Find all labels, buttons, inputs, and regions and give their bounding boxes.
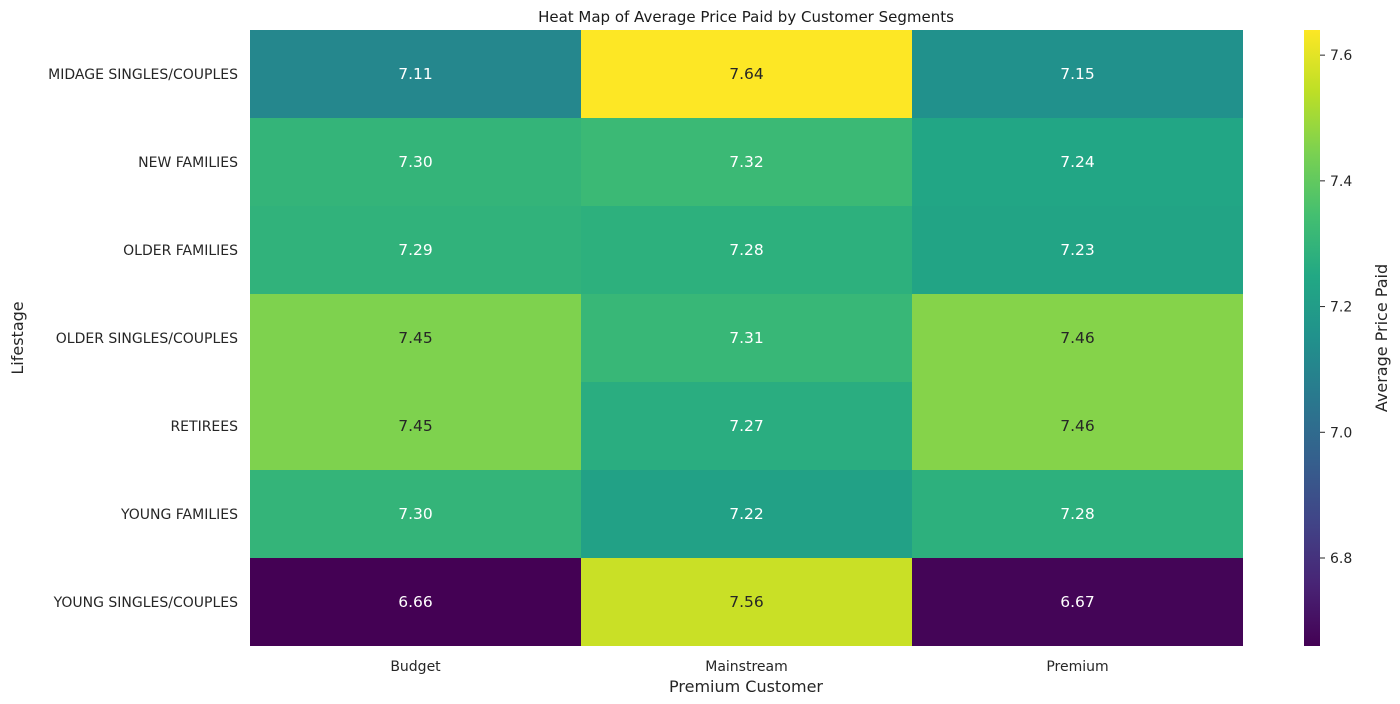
heatmap-cell — [581, 294, 912, 382]
heatmap-cell — [912, 30, 1243, 118]
colorbar-tick-label: 7.2 — [1330, 300, 1352, 316]
cell-value-label: 7.24 — [1060, 153, 1095, 171]
heatmap-cell — [581, 558, 912, 646]
y-tick-label: OLDER SINGLES/COUPLES — [56, 331, 238, 347]
colorbar: 6.8 7.0 7.2 7.4 7.6 Average Price Paid — [1304, 30, 1391, 646]
cell-value-label: 6.67 — [1060, 593, 1095, 611]
heatmap-cell — [581, 470, 912, 558]
y-tick-label: YOUNG SINGLES/COUPLES — [53, 595, 239, 611]
colorbar-label: Average Price Paid — [1372, 264, 1391, 412]
cell-value-label: 7.28 — [1060, 505, 1095, 523]
cell-value-label: 7.27 — [729, 417, 764, 435]
cell-value-label: 7.29 — [398, 241, 433, 259]
heatmap-cell — [581, 118, 912, 206]
chart-title: Heat Map of Average Price Paid by Custom… — [538, 8, 954, 26]
cell-value-label: 7.11 — [398, 65, 433, 83]
cell-value-label: 7.45 — [398, 417, 433, 435]
y-tick-label: MIDAGE SINGLES/COUPLES — [48, 67, 238, 83]
cell-value-label: 7.45 — [398, 329, 433, 347]
x-tick-label: Budget — [390, 659, 441, 675]
y-axis-label: Lifestage — [8, 301, 27, 374]
heatmap-cells — [250, 30, 1243, 646]
heatmap-cell — [250, 470, 581, 558]
heatmap-cell — [250, 30, 581, 118]
heatmap-cell — [581, 382, 912, 470]
cell-value-label: 7.30 — [398, 153, 433, 171]
cell-value-label: 7.46 — [1060, 329, 1095, 347]
cell-value-label: 7.46 — [1060, 417, 1095, 435]
cell-value-label: 7.64 — [729, 65, 764, 83]
colorbar-tick-label: 6.8 — [1330, 551, 1352, 567]
heatmap-cell — [250, 118, 581, 206]
cell-value-label: 6.66 — [398, 593, 433, 611]
heatmap-cell — [250, 206, 581, 294]
x-axis-label: Premium Customer — [669, 677, 823, 696]
cell-value-label: 7.56 — [729, 593, 764, 611]
cell-value-label: 7.31 — [729, 329, 764, 347]
colorbar-tick-label: 7.4 — [1330, 174, 1352, 190]
heatmap-cell — [250, 294, 581, 382]
heatmap-cell — [912, 470, 1243, 558]
heatmap-cell — [912, 558, 1243, 646]
heatmap-cell-labels: 7.11 7.64 7.15 7.30 7.32 7.24 7.29 7.28 7.23 7.45… — [398, 65, 1095, 611]
cell-value-label: 7.23 — [1060, 241, 1095, 259]
heatmap-cell — [912, 118, 1243, 206]
colorbar-gradient — [1304, 30, 1320, 646]
cell-value-label: 7.30 — [398, 505, 433, 523]
x-axis-ticks: Budget Mainstream Premium — [390, 659, 1108, 675]
colorbar-tick-label: 7.6 — [1330, 48, 1352, 64]
y-tick-label: YOUNG FAMILIES — [120, 507, 238, 523]
colorbar-tick-label: 7.0 — [1330, 425, 1352, 441]
y-tick-label: NEW FAMILIES — [138, 155, 238, 171]
y-tick-label: OLDER FAMILIES — [123, 243, 238, 259]
heatmap-cell — [250, 382, 581, 470]
cell-value-label: 7.15 — [1060, 65, 1095, 83]
y-axis-ticks: MIDAGE SINGLES/COUPLES NEW FAMILIES OLDER … — [48, 67, 238, 611]
colorbar-ticks: 6.8 7.0 7.2 7.4 7.6 — [1320, 48, 1352, 567]
y-tick-label: RETIREES — [170, 419, 238, 435]
cell-value-label: 7.32 — [729, 153, 764, 171]
cell-value-label: 7.22 — [729, 505, 764, 523]
heatmap-cell — [581, 30, 912, 118]
cell-value-label: 7.28 — [729, 241, 764, 259]
x-tick-label: Premium — [1046, 659, 1108, 675]
heatmap-cell — [912, 382, 1243, 470]
heatmap-cell — [581, 206, 912, 294]
heatmap-cell — [912, 294, 1243, 382]
x-tick-label: Mainstream — [705, 659, 787, 675]
heatmap-cell — [250, 558, 581, 646]
heatmap-cell — [912, 206, 1243, 294]
